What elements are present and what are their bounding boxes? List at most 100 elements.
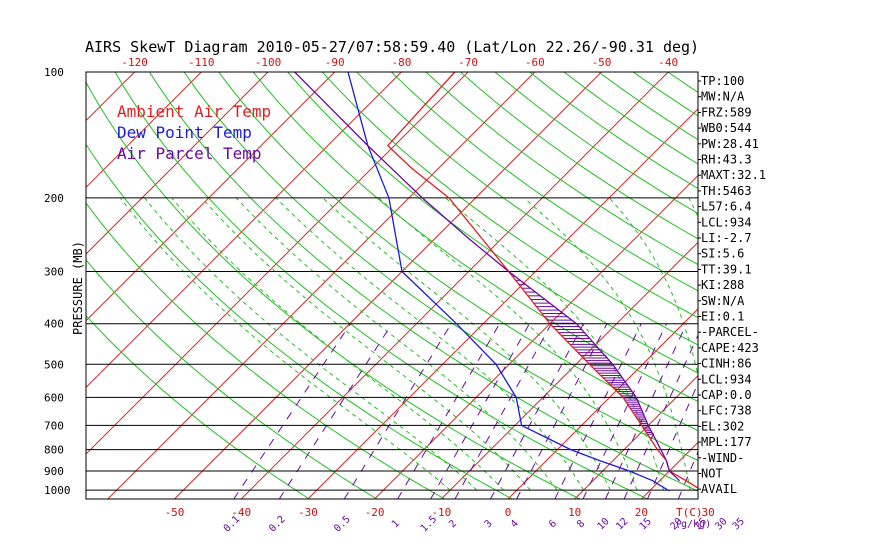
index-label: SI:5.6 bbox=[701, 247, 744, 261]
dry-adiabat-line bbox=[425, 72, 698, 266]
dry-adiabat-line bbox=[86, 143, 513, 499]
mixing-ratio-tick-label: 6 bbox=[547, 518, 559, 530]
index-label: LCL:934 bbox=[701, 372, 752, 386]
index-label: -WIND- bbox=[701, 451, 744, 465]
mixing-ratio-line bbox=[490, 323, 584, 499]
index-label: WB0:544 bbox=[701, 121, 752, 135]
legend-entry: Air Parcel Temp bbox=[117, 144, 262, 163]
series-line-ambient-air-temp bbox=[386, 72, 698, 489]
series-line-dew-point-temp bbox=[347, 72, 670, 492]
top-temp-tick-label: -120 bbox=[121, 56, 148, 69]
index-label: LI:-2.7 bbox=[701, 231, 752, 245]
bottom-temp-tick-label: 30 bbox=[701, 506, 714, 519]
pressure-tick-label: 100 bbox=[44, 66, 64, 79]
index-label: TP:100 bbox=[701, 74, 744, 88]
isotherm-line bbox=[0, 72, 68, 499]
mixing-ratio-line bbox=[343, 323, 452, 499]
pressure-tick-label: 300 bbox=[44, 266, 64, 279]
isotherm-line bbox=[374, 174, 698, 499]
index-label: CINH:86 bbox=[701, 357, 752, 371]
index-label: EI:0.1 bbox=[701, 310, 744, 324]
mixing-ratio-line bbox=[623, 333, 698, 499]
moist-adiabat-line bbox=[201, 197, 531, 491]
mixing-ratio-tick-label: 0.5 bbox=[332, 514, 353, 535]
isotherm-line bbox=[240, 72, 669, 499]
isotherm-line bbox=[86, 72, 269, 255]
bottom-temp-tick-label: 0 bbox=[505, 506, 512, 519]
dry-adiabat-line bbox=[321, 72, 698, 346]
series-layer bbox=[294, 72, 698, 492]
isotherm-line bbox=[86, 72, 402, 389]
mixing-ratio-tick-label: 8 bbox=[575, 518, 587, 530]
isotherm-line bbox=[507, 308, 698, 499]
isotherm-line bbox=[0, 72, 1, 499]
index-label: NOT bbox=[701, 467, 723, 481]
mixing-ratio-line bbox=[397, 323, 500, 499]
index-label: KI:288 bbox=[701, 278, 744, 292]
chart-title: AIRS SkewT Diagram 2010-05-27/07:58:59.4… bbox=[85, 38, 699, 56]
dry-adiabat-line bbox=[391, 72, 698, 292]
bottom-temp-tick-label: -50 bbox=[165, 506, 185, 519]
pressure-tick-label: 500 bbox=[44, 358, 64, 371]
dry-adiabat-line bbox=[86, 202, 445, 499]
mixing-ratio-tick-label: 0.2 bbox=[267, 514, 288, 535]
isotherm-line bbox=[440, 241, 698, 499]
index-label: RH:43.3 bbox=[701, 153, 752, 167]
isotherm-line bbox=[86, 72, 336, 322]
mixing-ratio-line bbox=[454, 323, 552, 499]
dry-adiabat-line bbox=[356, 72, 698, 319]
dry-adiabat-line bbox=[252, 72, 698, 402]
mixing-ratio-tick-label: 4 bbox=[509, 518, 521, 530]
moist-adiabat-line bbox=[119, 197, 451, 491]
isotherm-line bbox=[307, 108, 698, 499]
index-label: -PARCEL- bbox=[701, 325, 759, 339]
mixing-ratio-unit: (g/kg) bbox=[675, 519, 711, 530]
dry-adiabat-line bbox=[287, 72, 698, 374]
moist-adiabat-line bbox=[171, 197, 504, 491]
pressure-tick-label: 400 bbox=[44, 318, 64, 331]
index-label: MAXT:32.1 bbox=[701, 168, 766, 182]
bottom-temp-tick-label: -20 bbox=[365, 506, 385, 519]
top-temp-tick-label: -60 bbox=[525, 56, 545, 69]
index-label: EL:302 bbox=[701, 419, 744, 433]
pressure-tick-label: 900 bbox=[44, 465, 64, 478]
mixing-ratio-tick-label: 30 bbox=[713, 516, 729, 532]
bottom-temperature-ticks: -50 -40 -30 -20 -10 0 10 20 30 bbox=[165, 506, 715, 519]
index-label: TH:5463 bbox=[701, 184, 752, 198]
mixing-ratio-line bbox=[582, 323, 667, 499]
legend: Ambient Air Temp Dew Point Temp Air Parcel… bbox=[117, 102, 271, 163]
mixing-ratio-tick-label: 10 bbox=[595, 516, 611, 532]
isotherm-line bbox=[86, 72, 469, 455]
isotherm-line bbox=[107, 72, 536, 499]
grid-layer bbox=[0, 72, 698, 499]
bottom-temp-tick-label: -30 bbox=[298, 506, 318, 519]
index-label: SW:N/A bbox=[701, 294, 745, 308]
bottom-temp-tick-label: 20 bbox=[635, 506, 648, 519]
isotherm-line bbox=[574, 374, 698, 499]
moist-adiabat-line bbox=[235, 197, 558, 491]
moist-adiabat-line bbox=[378, 197, 638, 491]
mixing-ratio-tick-label: 3 bbox=[483, 518, 495, 530]
index-label: CAP:0.0 bbox=[701, 388, 752, 402]
legend-entry: Ambient Air Temp bbox=[117, 102, 271, 121]
dry-adiabat-line bbox=[86, 259, 378, 499]
y-axis-label: PRESSURE (MB) bbox=[71, 241, 85, 335]
top-temp-tick-label: -80 bbox=[391, 56, 411, 69]
index-label: PW:28.41 bbox=[701, 137, 759, 151]
dry-adiabat-line bbox=[86, 81, 581, 499]
bottom-temp-unit: T(C) bbox=[676, 506, 703, 519]
dry-adiabat-line bbox=[114, 72, 648, 499]
isotherm-line bbox=[174, 72, 602, 499]
bottom-temp-tick-label: -10 bbox=[431, 506, 451, 519]
pressure-ticks: 100 200 300 400 500 600 700 800 900 1000 bbox=[44, 66, 71, 497]
mixing-ratio-line bbox=[278, 323, 393, 499]
isobar-layer bbox=[86, 197, 698, 491]
index-label: FRZ:589 bbox=[701, 105, 752, 119]
mixing-ratio-tick-label: 2 bbox=[447, 518, 459, 530]
pressure-tick-label: 1000 bbox=[44, 484, 71, 497]
index-label: LFC:738 bbox=[701, 404, 752, 418]
mixing-ratio-line bbox=[604, 323, 687, 499]
top-temp-tick-label: -70 bbox=[458, 56, 478, 69]
dry-adiabat-line bbox=[183, 72, 698, 461]
